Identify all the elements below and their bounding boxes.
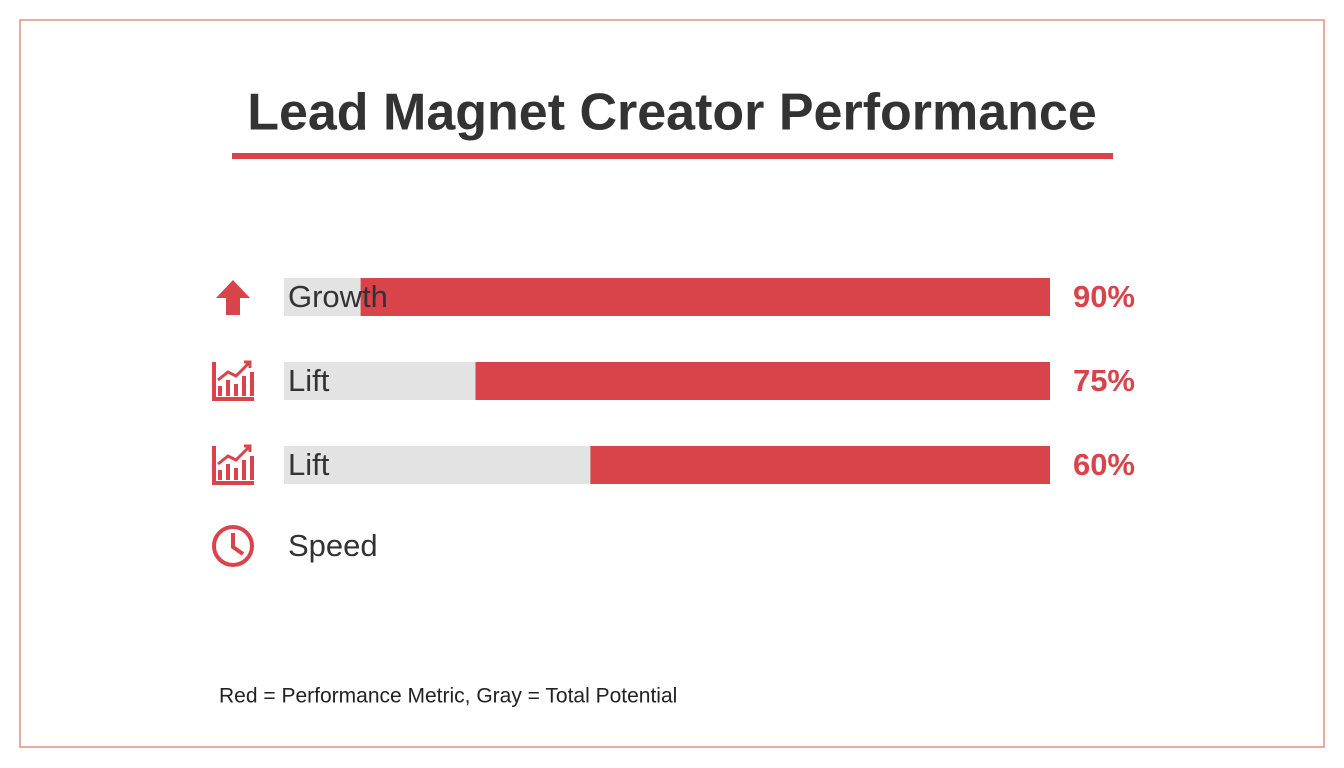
bar — [360, 278, 1051, 316]
row-label: Lift — [288, 363, 330, 398]
lift-icon — [212, 360, 254, 401]
value-label: 75% — [1073, 363, 1135, 398]
row-label: Speed — [288, 528, 378, 563]
lift-icon — [212, 444, 254, 485]
row-label: Growth — [288, 279, 388, 314]
legend-note: Red = Performance Metric, Gray = Total P… — [219, 685, 677, 708]
bar — [475, 362, 1050, 400]
row-label: Lift — [288, 447, 330, 482]
value-label: 90% — [1073, 279, 1135, 314]
value-label: 60% — [1073, 447, 1135, 482]
chart-title: Lead Magnet Creator Performance — [247, 84, 1097, 142]
bar — [590, 446, 1050, 484]
speed-icon — [212, 525, 254, 567]
growth-icon — [216, 280, 250, 315]
title-underline — [232, 153, 1113, 159]
